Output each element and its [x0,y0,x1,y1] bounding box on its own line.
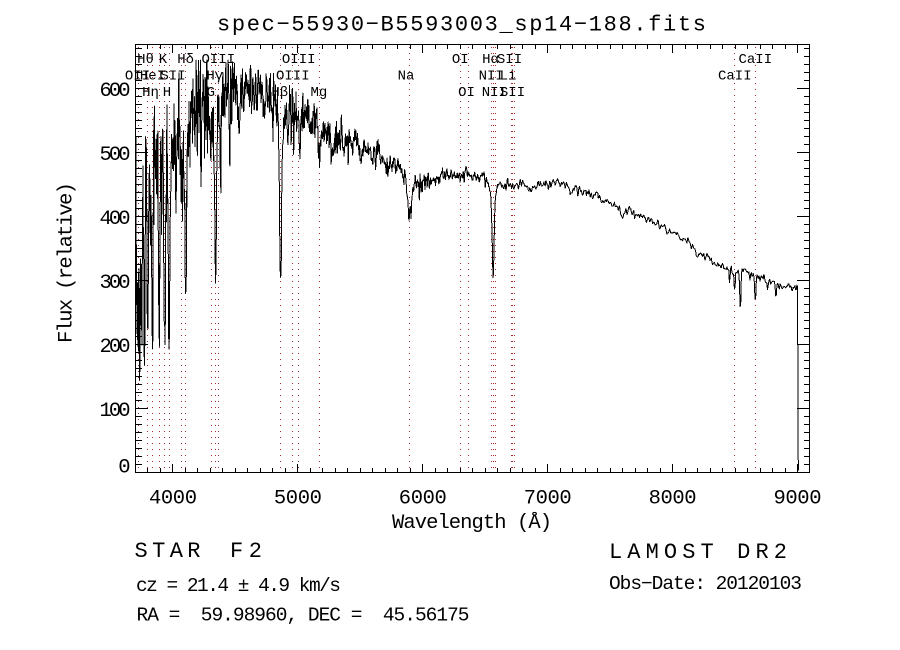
svg-text:300: 300 [100,272,131,295]
svg-text:Hγ: Hγ [206,69,223,85]
svg-text:Hβ: Hβ [271,85,288,101]
svg-text:RA = 59.98960, DEC = 45.5617: RA = 59.98960, DEC = 45.56175 [137,605,470,627]
svg-text:H: H [163,85,171,101]
svg-text:200: 200 [100,336,131,359]
svg-text:CaII: CaII [718,69,752,85]
svg-text:Hα: Hα [482,52,499,68]
svg-text:HeI: HeI [140,69,165,85]
svg-text:SII: SII [500,85,525,101]
svg-text:spec−55930−B5593003_sp14−188.f: spec−55930−B5593003_sp14−188.fits [217,13,706,38]
svg-text:Li: Li [500,69,517,85]
svg-text:9000: 9000 [774,488,822,511]
svg-text:SII: SII [497,52,522,68]
svg-text:500: 500 [100,144,131,167]
svg-text:Hη: Hη [142,85,159,101]
svg-text:OI: OI [452,52,469,68]
svg-text:7000: 7000 [524,488,572,511]
svg-text:8000: 8000 [649,488,697,511]
svg-text:G: G [207,85,215,101]
svg-text:cz = 21.4 ± 4.9 km/s: cz = 21.4 ± 4.9 km/s [136,575,341,597]
svg-text:CaII: CaII [738,52,772,68]
svg-text:OIII: OIII [276,69,310,85]
svg-text:5000: 5000 [274,488,322,511]
svg-text:Na: Na [398,69,415,85]
svg-text:0: 0 [118,457,130,480]
svg-text:NII: NII [479,69,504,85]
svg-text:Obs−Date: 20120103: Obs−Date: 20120103 [609,573,802,595]
svg-text:6000: 6000 [399,488,447,511]
svg-text:SII: SII [160,69,185,85]
svg-text:400: 400 [100,208,131,231]
svg-text:Flux (relative): Flux (relative) [56,182,79,343]
svg-text:NII: NII [482,85,507,101]
svg-text:Mg: Mg [310,85,327,101]
svg-text:OII: OII [125,69,150,85]
svg-text:OIII: OIII [282,52,316,68]
svg-text:OI: OI [458,85,475,101]
svg-text:4000: 4000 [149,488,197,511]
svg-text:OIII: OIII [201,52,235,68]
svg-text:Hδ: Hδ [177,52,194,68]
svg-text:100: 100 [100,400,131,423]
svg-text:600: 600 [100,80,131,103]
svg-text:Wavelength (Å): Wavelength (Å) [392,512,552,535]
svg-text:Hθ: Hθ [137,52,154,68]
svg-text:K: K [159,52,168,68]
